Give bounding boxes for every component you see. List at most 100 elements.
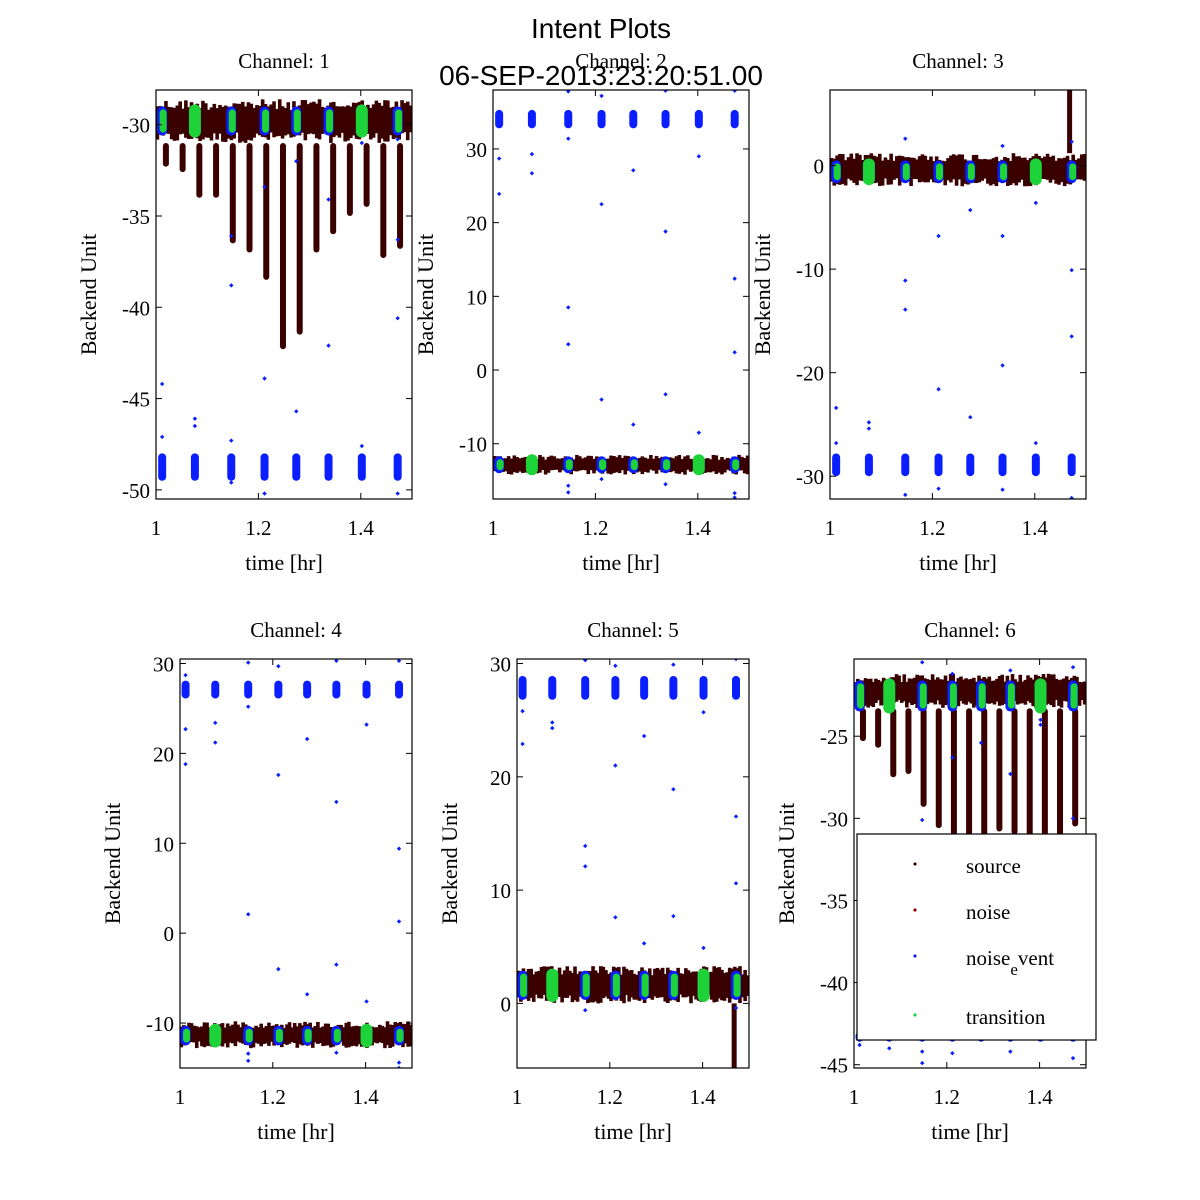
source-point <box>925 679 930 705</box>
source-point <box>1051 155 1056 180</box>
source-point <box>592 458 596 474</box>
noise-event-point <box>903 278 908 283</box>
source-point <box>573 966 577 1001</box>
source-point <box>992 680 997 705</box>
transition-cluster <box>525 454 538 476</box>
noise-event-point <box>520 741 525 747</box>
noise-event-point <box>663 90 668 93</box>
transition-cluster <box>1070 683 1078 709</box>
noise-event-point <box>294 409 299 414</box>
noise-event-cluster <box>357 453 366 481</box>
source-point <box>321 1026 325 1047</box>
source-dip <box>1057 708 1064 839</box>
source-point <box>866 679 870 708</box>
panel-channel-5: 1 1.2 1.4 30 20 10 0 Channel: 5 time [hr] Backend… <box>437 618 750 1144</box>
source-point <box>1031 679 1035 707</box>
source-dip <box>380 142 387 258</box>
source-point <box>960 154 965 187</box>
source-point <box>205 1022 209 1046</box>
x-tick-label: 1.4 <box>352 1085 379 1109</box>
source-point <box>506 456 511 475</box>
transition-cluster <box>949 683 957 709</box>
noise-event-cluster <box>934 453 943 477</box>
source-point <box>201 100 205 140</box>
source-point <box>974 154 979 184</box>
noise-event-point <box>733 881 739 886</box>
source-point <box>289 110 293 138</box>
panel-title: Channel: 4 <box>250 618 342 642</box>
noise-event-point <box>304 992 310 997</box>
noise-event-point <box>866 426 872 431</box>
source-point <box>312 101 316 135</box>
noise-event-point <box>887 1046 892 1051</box>
source-point <box>894 674 899 702</box>
source-point <box>649 455 653 470</box>
axes-box <box>829 89 1087 500</box>
x-tick-label: 1 <box>151 516 162 540</box>
noise-event-point <box>1008 771 1013 777</box>
source-point <box>711 454 716 472</box>
series-transition <box>183 1023 404 1048</box>
noise-event-point <box>641 733 647 739</box>
noise-event-point <box>566 305 571 310</box>
source-point <box>261 1027 266 1044</box>
noise-event-point <box>599 476 604 482</box>
noise-event-point <box>334 1050 339 1055</box>
source-point <box>986 159 990 184</box>
noise-event-point <box>276 663 281 669</box>
noise-event-point <box>857 1042 862 1048</box>
source-point <box>622 966 626 1004</box>
source-point <box>238 103 242 143</box>
source-point <box>714 967 719 1002</box>
source-point <box>380 1025 385 1044</box>
noise-event-point <box>364 722 369 727</box>
source-point <box>570 972 575 1003</box>
y-tick-label: -30 <box>820 807 848 831</box>
y-tick-label: -45 <box>122 388 150 412</box>
transition-cluster <box>582 973 590 998</box>
source-point <box>991 158 996 185</box>
noise-event-point <box>583 659 588 663</box>
noise-event-point <box>732 90 737 93</box>
source-point <box>310 1027 315 1048</box>
source-point <box>586 455 591 475</box>
source-point <box>598 966 603 1003</box>
y-axis-label: Backend Unit <box>774 803 799 925</box>
source-point <box>531 974 536 1002</box>
x-axis-label: time [hr] <box>245 550 323 575</box>
source-point <box>717 459 721 473</box>
noise-event-point <box>246 1051 251 1056</box>
source-point <box>943 161 947 186</box>
legend-marker-noise_event <box>913 954 917 958</box>
noise-event-point <box>833 440 839 446</box>
source-point <box>343 106 347 142</box>
source-point <box>252 107 256 138</box>
source-point <box>1048 156 1053 183</box>
y-tick-label: -10 <box>146 1012 174 1036</box>
source-point <box>515 457 519 473</box>
transition-cluster <box>967 163 975 181</box>
source-point <box>1014 156 1019 186</box>
source-point <box>655 967 660 998</box>
source-point <box>875 156 879 183</box>
source-point <box>1054 678 1059 700</box>
source-point <box>606 458 610 474</box>
source-dip <box>397 142 404 249</box>
source-dip <box>363 142 370 207</box>
noise-event-point <box>396 919 402 924</box>
transition-cluster <box>275 1028 283 1043</box>
legend-label-transition: transition <box>966 1005 1046 1029</box>
source-point <box>313 1025 318 1043</box>
source-point <box>186 107 191 139</box>
noise-event-point <box>663 482 668 487</box>
x-tick-label: 1 <box>849 1085 860 1109</box>
source-point <box>666 967 670 1004</box>
source-point <box>557 967 562 997</box>
source-point <box>876 679 881 701</box>
source-point <box>909 157 913 187</box>
legend-marker-transition <box>913 1013 917 1017</box>
source-point <box>316 1021 320 1044</box>
source-point <box>969 678 974 704</box>
source-point <box>1062 678 1066 701</box>
noise-event-point <box>701 710 706 715</box>
